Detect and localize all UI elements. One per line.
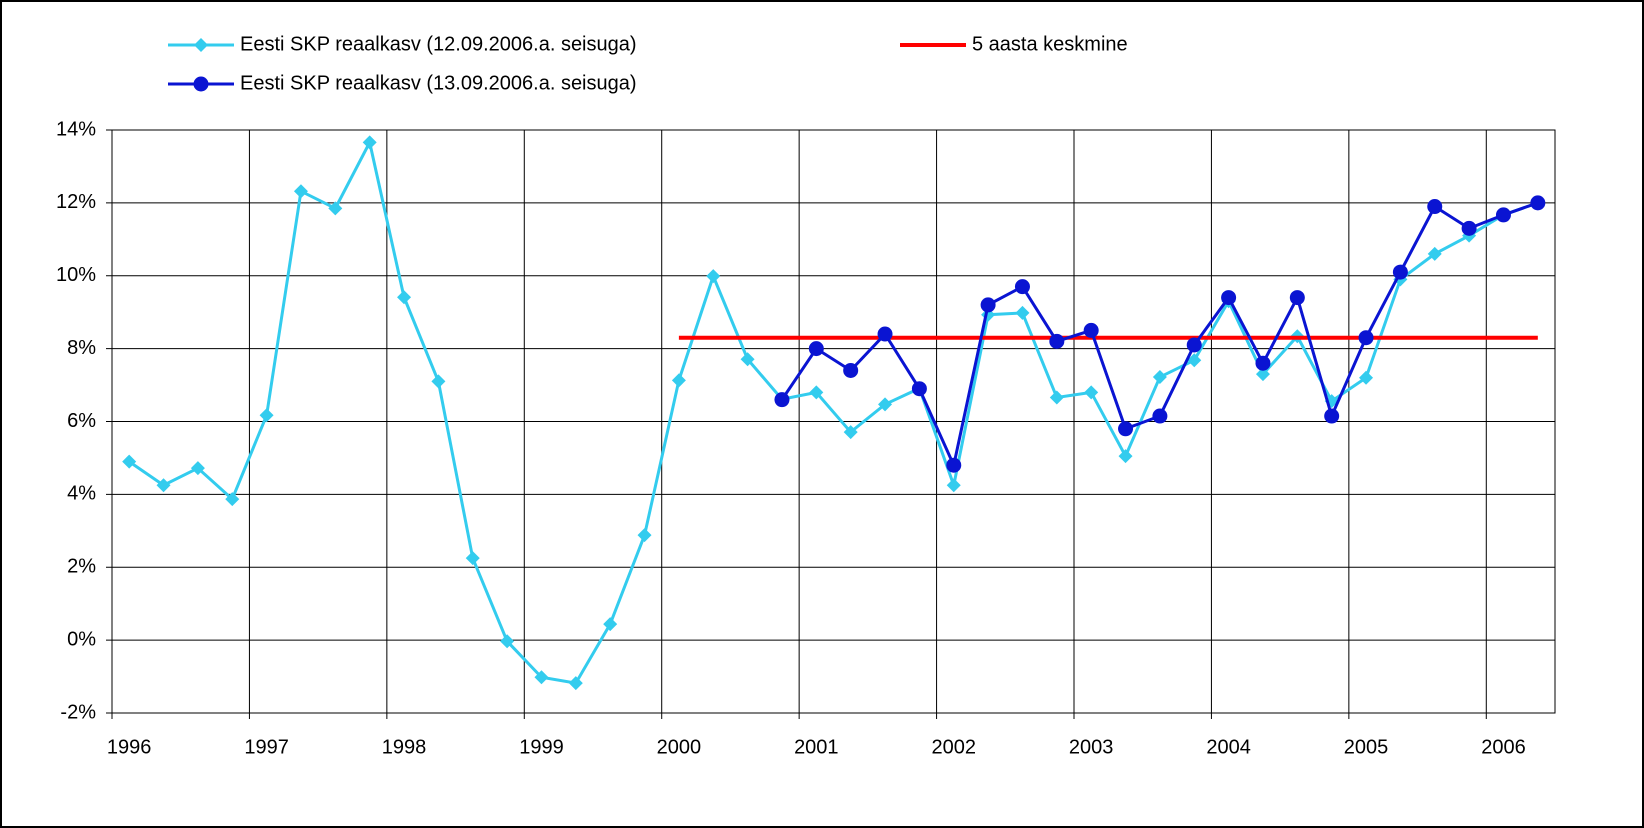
point <box>1289 290 1305 306</box>
x-tick-label: 1999 <box>519 736 564 758</box>
point <box>431 374 446 389</box>
point <box>808 341 824 357</box>
point <box>156 478 171 493</box>
point <box>1392 264 1408 280</box>
point <box>190 461 205 476</box>
point <box>1358 330 1374 346</box>
point <box>122 454 137 469</box>
x-tick-label: 2005 <box>1344 736 1389 758</box>
point <box>740 352 755 367</box>
legend-label: Eesti SKP reaalkasv (12.09.2006.a. seisu… <box>240 33 637 55</box>
point <box>1083 322 1099 338</box>
point <box>465 551 480 566</box>
grid: -2% 0% 2% 4% 6% 8% 10% 12% 14% 1996 1997 1998 1999 20… <box>56 118 1556 758</box>
point <box>706 269 721 284</box>
point <box>1461 220 1477 236</box>
legend-marker <box>194 38 208 52</box>
y-tick-label: 8% <box>67 337 96 359</box>
point <box>1255 355 1271 371</box>
point <box>1427 246 1442 261</box>
point <box>362 135 377 150</box>
legend-label: 5 aasta keskmine <box>972 33 1128 55</box>
y-tick-label: 2% <box>67 556 96 578</box>
point <box>328 201 343 216</box>
point <box>225 492 240 507</box>
point <box>1255 367 1270 382</box>
point <box>500 634 515 649</box>
point <box>1324 408 1340 424</box>
point <box>1118 449 1133 464</box>
point <box>1014 279 1030 295</box>
x-tick-label: 2003 <box>1069 736 1114 758</box>
legend-label: Eesti SKP reaalkasv (13.09.2006.a. seisu… <box>240 72 637 94</box>
x-tick-label: 2002 <box>932 736 977 758</box>
point <box>603 617 618 632</box>
y-tick-label: -2% <box>60 701 96 723</box>
x-tick-label: 2004 <box>1206 736 1251 758</box>
x-tick-label: 2000 <box>657 736 702 758</box>
point <box>637 528 652 543</box>
point <box>1427 199 1443 215</box>
point <box>946 457 962 473</box>
x-tick-label: 2001 <box>794 736 839 758</box>
x-tick-label: 2006 <box>1481 736 1526 758</box>
x-tick-label: 1998 <box>382 736 427 758</box>
y-tick-label: 4% <box>67 483 96 505</box>
point <box>1221 290 1237 306</box>
point <box>1359 370 1374 385</box>
x-tick-label: 1997 <box>244 736 289 758</box>
point <box>259 408 274 423</box>
point <box>809 385 824 400</box>
point <box>568 676 583 691</box>
y-tick-label: 10% <box>56 264 96 286</box>
point <box>878 397 893 412</box>
plot <box>122 135 1546 691</box>
point <box>1049 333 1065 349</box>
point <box>1049 390 1064 405</box>
x-tick-label: 1996 <box>107 736 152 758</box>
point <box>1186 337 1202 353</box>
point <box>671 373 686 388</box>
point <box>1015 305 1030 320</box>
legend-marker <box>193 76 209 92</box>
y-tick-label: 0% <box>67 628 96 650</box>
point <box>1152 370 1167 385</box>
point <box>534 670 549 685</box>
point <box>1118 421 1134 437</box>
point <box>293 184 308 199</box>
series-line <box>128 138 1539 685</box>
point <box>843 425 858 440</box>
y-tick-label: 12% <box>56 191 96 213</box>
point <box>1187 353 1202 368</box>
point <box>1530 195 1546 211</box>
point <box>774 392 790 408</box>
point <box>877 326 893 342</box>
point <box>980 297 996 313</box>
point <box>843 362 859 378</box>
y-tick-label: 6% <box>67 410 96 432</box>
point <box>1084 385 1099 400</box>
point <box>397 290 412 305</box>
y-tick-label: 14% <box>56 118 96 140</box>
legend: Eesti SKP reaalkasv (12.09.2006.a. seisu… <box>168 33 1128 94</box>
point <box>1495 207 1511 223</box>
point <box>946 478 961 493</box>
point <box>911 381 927 397</box>
point <box>1152 408 1168 424</box>
